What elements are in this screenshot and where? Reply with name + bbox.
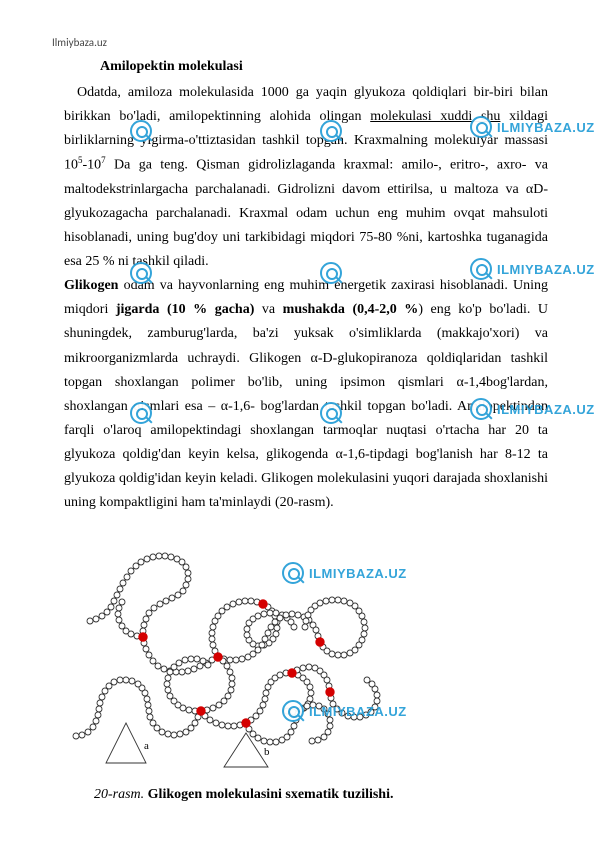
site-name: Ilmiybaza.uz bbox=[52, 36, 548, 49]
paragraph-2: Glikogen odam va hayvonlarning eng muhim… bbox=[64, 274, 548, 515]
caption-prefix: 20-rasm. bbox=[94, 787, 148, 802]
svg-text:b: b bbox=[264, 746, 270, 758]
svg-text:a: a bbox=[144, 740, 149, 752]
glycogen-diagram: ab bbox=[58, 533, 388, 781]
section-title: Amilopektin molekulasi bbox=[100, 59, 548, 75]
figure-caption: 20-rasm. Glikogen molekulasini sxematik … bbox=[94, 787, 548, 803]
paragraph-1: Odatda, amiloza molekulasida 1000 ga yaq… bbox=[64, 81, 548, 274]
caption-title: Glikogen molekulasini sxematik tuzilishi… bbox=[148, 787, 394, 802]
